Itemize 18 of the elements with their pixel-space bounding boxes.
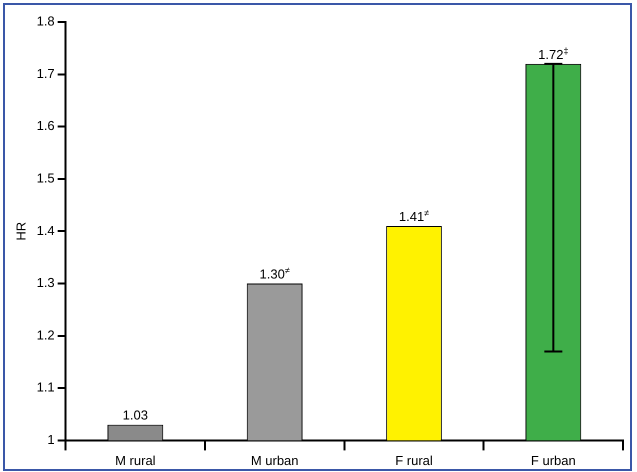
y-axis-title: HR xyxy=(13,222,28,241)
y-tick-label: 1.7 xyxy=(36,66,55,81)
data-label: 1.41≠ xyxy=(398,208,430,224)
y-tick-label: 1 xyxy=(47,432,55,447)
data-label: 1.03 xyxy=(122,408,148,423)
y-tick-label: 1.6 xyxy=(36,118,55,134)
y-tick-label: 1.3 xyxy=(36,275,55,290)
x-tick-label: M rural xyxy=(115,452,156,468)
data-label: 1.30≠ xyxy=(260,266,290,282)
y-tick-label: 1.1 xyxy=(36,380,55,395)
x-tick-label: M urban xyxy=(250,452,299,468)
x-tick-label: F rural xyxy=(395,452,433,468)
y-tick-label: 1.5 xyxy=(36,170,55,186)
data-label: 1.72‡ xyxy=(538,46,568,62)
y-tick-label: 1.8 xyxy=(36,14,55,29)
y-tick-label: 1.2 xyxy=(36,327,55,342)
x-tick-label: F urban xyxy=(530,452,576,468)
y-tick-label: 1.4 xyxy=(36,222,55,238)
